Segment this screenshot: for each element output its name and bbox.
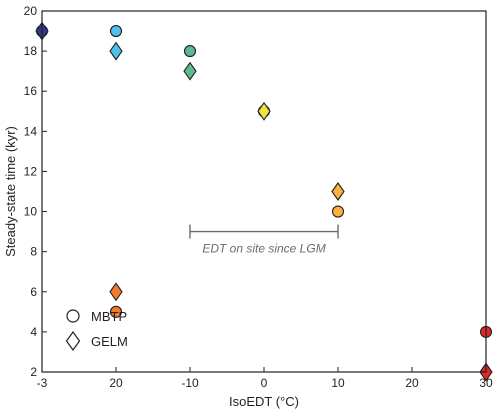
x-tick-label: 20 — [109, 376, 123, 390]
annotation: EDT on site since LGM — [189, 224, 339, 256]
y-tick-label: 2 — [30, 365, 37, 379]
point-mbtp — [109, 25, 123, 38]
x-axis-title: IsoEDT (°C) — [229, 394, 299, 409]
x-tick-label: -10 — [181, 376, 199, 390]
y-axis-title: Steady-state time (kyr) — [3, 126, 18, 257]
x-axis: -3 20 -10 0 10 20 30 — [37, 367, 493, 390]
legend-marker-mbtp — [66, 309, 80, 323]
point-mbtp — [109, 305, 123, 318]
y-axis: 2 4 6 8 10 12 14 16 18 20 — [24, 4, 47, 379]
y-tick-label: 16 — [24, 84, 38, 98]
point-mbtp — [183, 45, 197, 58]
legend: MBTP GELM — [65, 309, 128, 352]
point-gelm — [109, 282, 123, 302]
y-tick-label: 18 — [24, 44, 38, 58]
y-tick-label: 10 — [24, 205, 38, 219]
legend-label-mbtp: MBTP — [91, 309, 127, 324]
point-gelm — [109, 41, 123, 61]
legend-label-gelm: GELM — [91, 334, 128, 349]
y-tick-label: 4 — [30, 325, 37, 339]
y-tick-label: 14 — [24, 124, 38, 138]
y-tick-label: 20 — [24, 4, 38, 18]
x-tick-label: 0 — [261, 376, 268, 390]
x-tick-label: -3 — [37, 376, 48, 390]
point-gelm — [257, 101, 271, 121]
x-tick-label: 30 — [479, 376, 493, 390]
x-tick-label: 20 — [405, 376, 419, 390]
y-tick-label: 8 — [30, 245, 37, 259]
x-tick-label: 10 — [331, 376, 345, 390]
legend-marker-gelm — [65, 330, 81, 352]
y-tick-label: 6 — [30, 285, 37, 299]
data-points — [35, 21, 493, 382]
point-gelm — [331, 182, 345, 201]
annotation-text: EDT on site since LGM — [202, 242, 325, 256]
point-mbtp — [331, 205, 345, 218]
point-gelm — [183, 61, 197, 81]
y-tick-label: 12 — [24, 164, 38, 178]
